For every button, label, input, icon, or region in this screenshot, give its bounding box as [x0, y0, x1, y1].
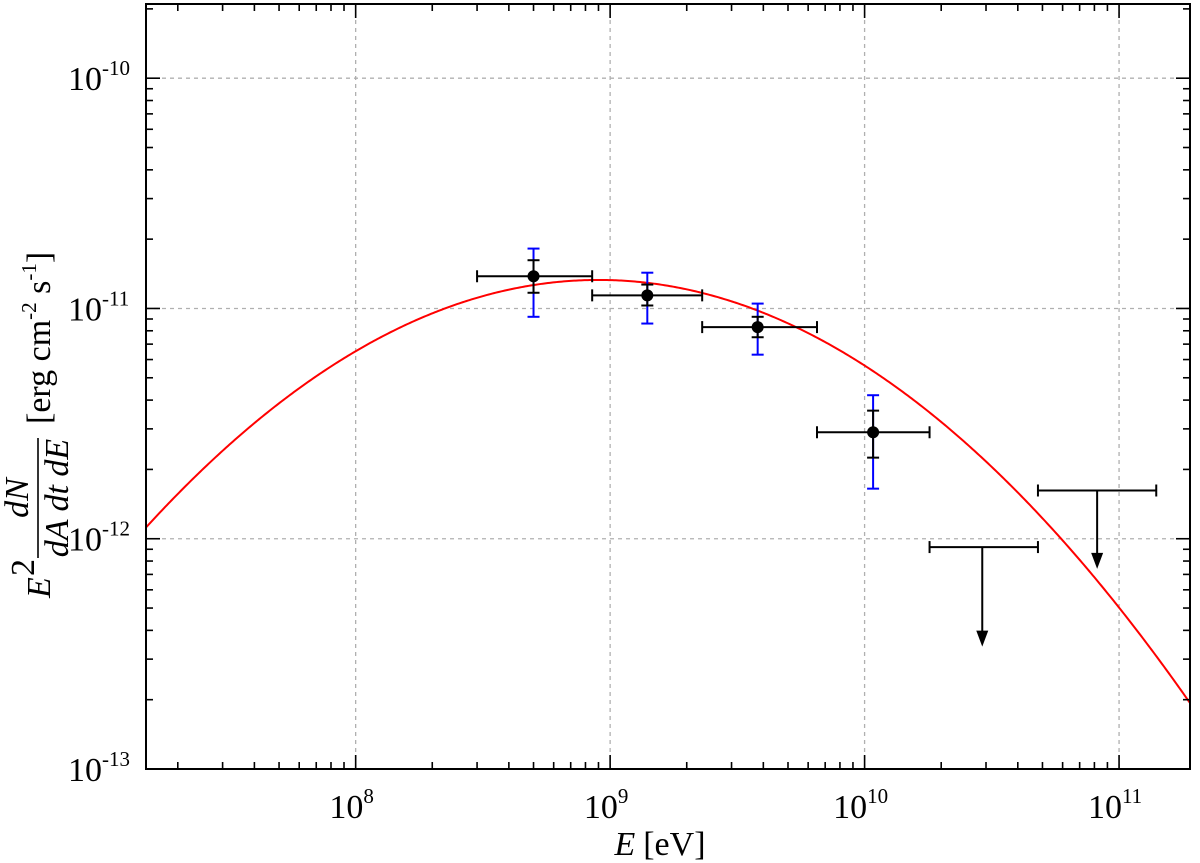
y-tick-base: 10 — [68, 291, 102, 328]
y-tick-label: 10-10 — [68, 56, 130, 98]
x-tick-base: 10 — [1088, 789, 1122, 826]
y-axis-prefix-exp: 2 — [5, 559, 42, 576]
x-tick-base: 10 — [833, 789, 867, 826]
data-marker — [751, 321, 764, 334]
y-tick-base: 10 — [68, 61, 102, 98]
y-tick-label: 10-11 — [68, 286, 129, 328]
ul-arrow-head — [976, 630, 989, 647]
y-tick-label: 10-12 — [68, 517, 130, 559]
x-tick-label: 1011 — [1088, 784, 1142, 826]
x-tick-labels: 108 109 1010 1011 — [329, 784, 1142, 826]
y-unit-open: [erg cm — [21, 320, 58, 424]
upper-limit — [1036, 484, 1158, 569]
x-tick-exp: 8 — [363, 784, 374, 808]
y-tick-base: 10 — [68, 752, 102, 789]
axis-ticks — [146, 4, 1190, 770]
y-unit-close: ] — [21, 252, 58, 263]
ul-arrow-head — [1091, 552, 1104, 569]
model-curve-layer — [146, 278, 1190, 704]
y-unit-cm-exp: -2 — [17, 302, 41, 320]
upper-limit — [928, 541, 1039, 647]
data-points-layer — [476, 247, 931, 490]
y-axis-prefix: E — [21, 577, 58, 599]
x-tick-exp: 10 — [867, 784, 888, 808]
y-tick-exp: -11 — [102, 286, 129, 310]
y-axis-numerator: dN — [0, 476, 36, 518]
x-tick-base: 10 — [329, 789, 363, 826]
x-tick-base: 10 — [584, 789, 618, 826]
x-tick-exp: 11 — [1122, 784, 1142, 808]
x-tick-label: 109 — [584, 784, 629, 826]
x-axis-var: E — [613, 826, 635, 863]
y-axis-title: E 2 dN dA dt dE [erg cm-2 s-1] — [0, 252, 76, 599]
plot-frame — [145, 3, 1191, 770]
upper-limits-layer — [928, 484, 1158, 647]
y-tick-exp: -12 — [102, 517, 130, 541]
data-point — [815, 394, 931, 490]
y-tick-base: 10 — [68, 522, 102, 559]
data-marker — [867, 426, 880, 439]
data-point — [701, 302, 818, 356]
x-axis-title: E [eV] — [613, 826, 705, 863]
x-axis-unit: [eV] — [643, 826, 705, 863]
data-point — [591, 271, 704, 325]
y-tick-exp: -13 — [102, 747, 130, 771]
y-tick-exp: -10 — [102, 56, 130, 80]
model-curve — [146, 278, 1190, 704]
x-tick-exp: 9 — [618, 784, 629, 808]
x-tick-label: 1010 — [833, 784, 888, 826]
y-axis-denominator: dA dt dE — [39, 439, 76, 558]
y-unit-s: s — [21, 281, 58, 303]
y-axis-unit: [erg cm-2 s-1] — [17, 252, 58, 424]
data-marker — [641, 289, 654, 302]
x-tick-label: 108 — [329, 784, 374, 826]
data-point — [476, 247, 594, 318]
y-tick-label: 10-13 — [68, 747, 130, 789]
data-marker — [527, 270, 540, 283]
y-unit-s-exp: -1 — [17, 263, 41, 281]
